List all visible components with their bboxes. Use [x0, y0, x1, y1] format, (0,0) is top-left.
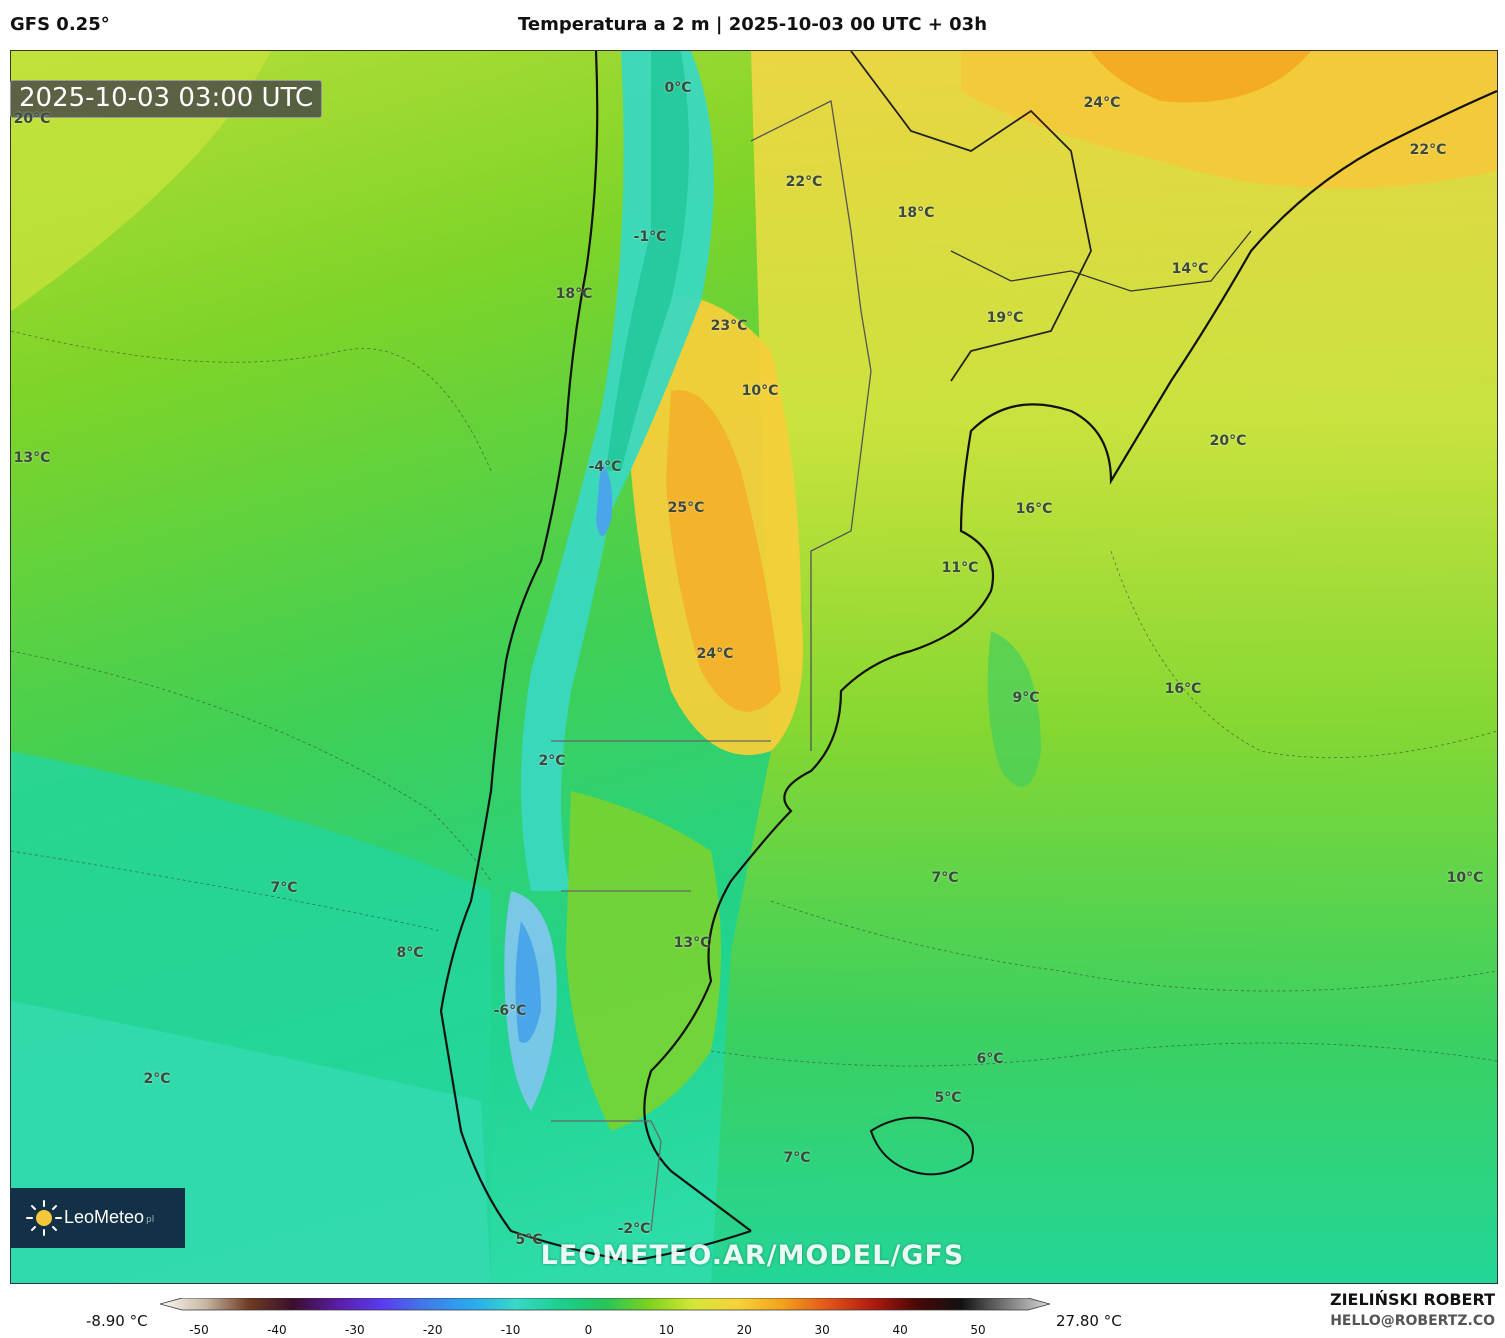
colorbar-tick-label: -10	[500, 1323, 521, 1337]
temp-label: 24°C	[1083, 95, 1121, 111]
colorbar-tick-label: 0	[584, 1323, 593, 1337]
temp-label: 20°C	[13, 111, 51, 127]
temp-label: 13°C	[673, 935, 711, 951]
temp-label: 19°C	[986, 310, 1024, 326]
colorbar	[160, 1298, 1050, 1311]
colorbar-tick-label: 10	[658, 1323, 675, 1337]
temp-label: 16°C	[1015, 501, 1053, 517]
temp-label: 16°C	[1164, 681, 1202, 697]
logo-suffix: pl	[146, 1215, 155, 1225]
sun-icon	[26, 1200, 62, 1236]
temp-label: -6°C	[493, 1003, 527, 1019]
map-title: Temperatura a 2 m | 2025-10-03 00 UTC + …	[517, 14, 988, 35]
temp-label: 6°C	[976, 1051, 1004, 1067]
logo-text: LeoMeteo	[64, 1207, 145, 1227]
map-canvas	[11, 51, 1497, 1283]
temp-label: 22°C	[785, 174, 823, 190]
valid-time-badge: 2025-10-03 03:00 UTC	[10, 80, 323, 118]
temp-label: 2°C	[143, 1071, 171, 1087]
temp-label: 7°C	[931, 870, 959, 886]
temp-label: 7°C	[270, 880, 298, 896]
temperature-map[interactable]	[10, 50, 1498, 1284]
temp-label: 22°C	[1409, 142, 1447, 158]
colorbar-min-label: -8.90 °C	[86, 1312, 148, 1330]
temp-label: 7°C	[783, 1150, 811, 1166]
model-name: GFS 0.25°	[10, 14, 110, 35]
temp-label: 11°C	[941, 560, 979, 576]
colorbar-tick-label: 50	[970, 1323, 986, 1337]
temp-label: 10°C	[1446, 870, 1484, 886]
temp-label: 0°C	[664, 80, 692, 96]
temp-label: -4°C	[588, 459, 622, 475]
colorbar-tick-label: -20	[422, 1323, 443, 1337]
temp-label: 20°C	[1209, 433, 1247, 449]
temp-label: 13°C	[13, 450, 51, 466]
colorbar-tick-label: -30	[344, 1323, 365, 1337]
temp-label: 9°C	[1012, 690, 1040, 706]
watermark-url: LEOMETEO.AR/MODEL/GFS	[540, 1240, 965, 1271]
leometeo-logo[interactable]: LeoMeteo pl	[10, 1188, 185, 1248]
temp-label: -2°C	[617, 1221, 651, 1237]
temp-label: 10°C	[741, 383, 779, 399]
colorbar-max-label: 27.80 °C	[1056, 1312, 1122, 1330]
temp-label: 8°C	[396, 945, 424, 961]
colorbar-tick-label: -50	[189, 1323, 209, 1337]
temp-label: 25°C	[667, 500, 705, 516]
temp-label: 2°C	[538, 753, 566, 769]
colorbar-tick-label: 30	[814, 1323, 830, 1337]
temp-label: 5°C	[934, 1090, 962, 1106]
author-email[interactable]: HELLO@ROBERTZ.CO	[1330, 1313, 1495, 1329]
temp-label: 23°C	[710, 318, 748, 334]
temp-label: -1°C	[633, 229, 667, 245]
temp-label: 14°C	[1171, 261, 1209, 277]
temp-label: 24°C	[696, 646, 734, 662]
temp-label: 5°C	[515, 1232, 543, 1248]
temp-label: 18°C	[555, 286, 593, 302]
temp-label: 18°C	[897, 205, 935, 221]
colorbar-tick-label: 40	[892, 1323, 908, 1337]
colorbar-tick-label: 20	[736, 1323, 752, 1337]
colorbar-tick-label: -40	[267, 1323, 287, 1337]
author-name: ZIELIŃSKI ROBERT	[1329, 1290, 1495, 1309]
